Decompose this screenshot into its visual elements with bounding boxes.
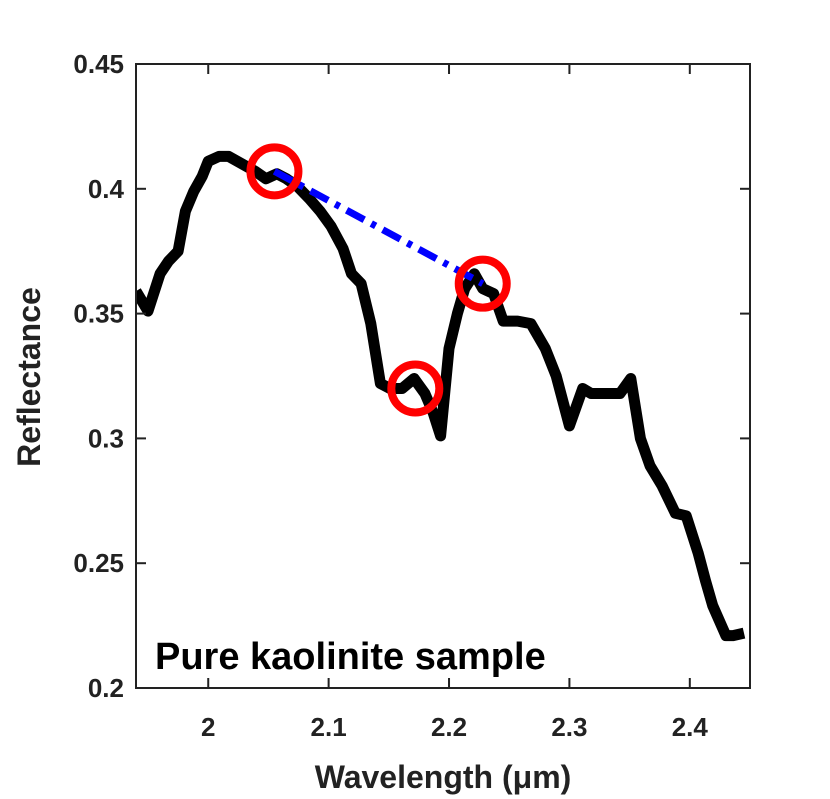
x-tick-label: 2.1 [311, 712, 347, 742]
marker-absorption-minimum [387, 360, 444, 417]
y-tick-label: 0.2 [88, 673, 124, 703]
y-tick-label: 0.25 [73, 548, 124, 578]
plot-area [135, 63, 751, 689]
sample-annotation: Pure kaolinite sample [155, 636, 546, 678]
x-tick-label: 2.2 [431, 712, 467, 742]
y-tick-label: 0.3 [88, 423, 124, 453]
x-tick-label: 2.3 [551, 712, 587, 742]
x-tick-label: 2 [201, 712, 215, 742]
y-axis-label: Reflectance [11, 287, 47, 467]
y-tick-label: 0.35 [73, 299, 124, 329]
marker-right-shoulder [454, 255, 511, 312]
spectrum-line [136, 150, 746, 642]
plot-inner [136, 143, 746, 642]
y-tick-label: 0.45 [73, 49, 124, 79]
x-tick-label: 2.4 [672, 712, 709, 742]
x-axis-label: Wavelength (μm) [315, 759, 572, 795]
y-tick-label: 0.4 [88, 174, 125, 204]
tick-labels: 2 2.1 2.2 2.3 2.4 0.2 0.25 0.3 0.35 0.4 0.45 [73, 49, 708, 742]
marker-left-shoulder [246, 143, 303, 200]
axes-box [135, 63, 751, 689]
axis-ticks [136, 63, 750, 689]
